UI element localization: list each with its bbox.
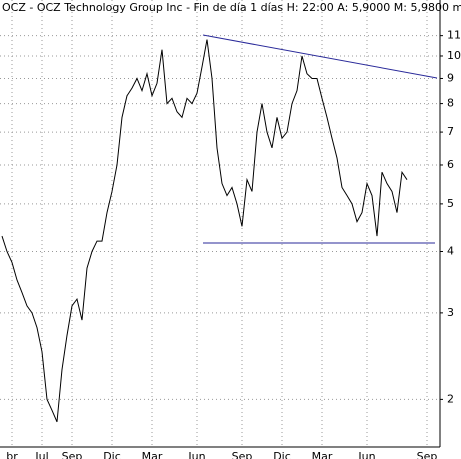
y-tick-label: 8 [447,97,454,110]
x-tick-label: Sep [62,450,83,459]
y-tick-label: 11 [447,29,461,42]
y-tick-label: 6 [447,158,454,171]
x-tick-label: Dic [273,450,291,459]
x-tick-label: br [6,450,18,459]
y-tick-label: 5 [447,197,454,210]
x-tick-label: Jun [187,450,205,459]
chart-title: OCZ - OCZ Technology Group Inc - Fin de … [2,1,461,14]
x-tick-label: Jul [34,450,48,459]
x-tick-label: Mar [142,450,163,459]
trend-line [202,34,438,79]
x-tick-label: Sep [232,450,253,459]
price-line [1,39,408,423]
x-tick-label: Dic [103,450,121,459]
y-tick-label: 4 [447,244,454,257]
y-tick-label: 2 [447,392,454,405]
x-tick-label: Mar [312,450,333,459]
y-tick-label: 7 [447,125,454,138]
y-tick-label: 9 [447,71,454,84]
x-tick-label: Jun [357,450,375,459]
y-tick-label: 3 [447,306,454,319]
y-tick-label: 10 [447,49,461,62]
x-tick-label: Sep [417,450,438,459]
